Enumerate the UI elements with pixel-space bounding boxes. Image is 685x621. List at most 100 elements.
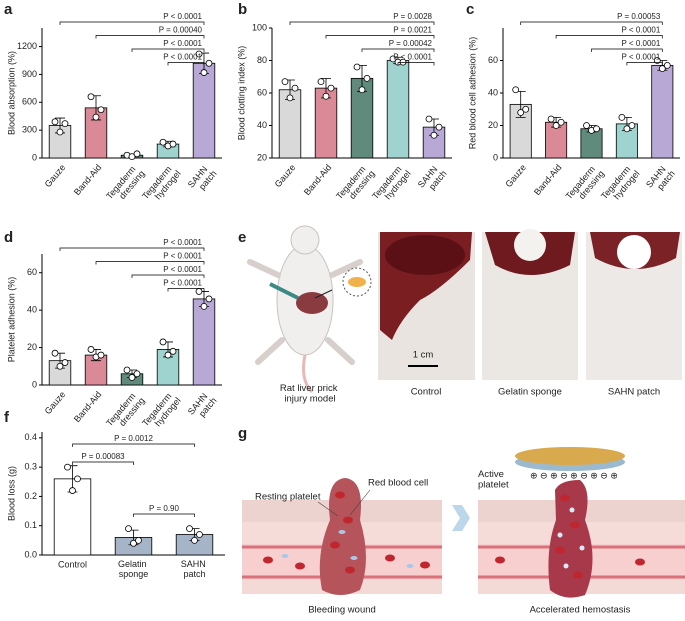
p-value: P = 0.00083 (81, 452, 125, 461)
data-point (74, 475, 81, 483)
y-tick-label: 40 (488, 87, 498, 97)
schematic-label: Active platelet (478, 469, 509, 490)
p-value: P < 0.0001 (163, 238, 202, 247)
data-point (205, 295, 213, 303)
significance-bracket (167, 288, 205, 292)
data-point (125, 525, 132, 533)
y-tick-label: 80 (257, 55, 267, 65)
p-value: P < 0.0001 (622, 53, 661, 62)
p-value: P < 0.0001 (622, 26, 661, 35)
panel-letter: a (4, 1, 13, 18)
data-point (97, 106, 105, 114)
caption: Gelatin sponge (498, 387, 562, 398)
panel-letter: d (4, 229, 13, 246)
data-point (51, 349, 59, 357)
p-value: P = 0.0028 (393, 12, 432, 21)
data-point (56, 128, 64, 136)
x-tick-label: SAHN patch (186, 389, 219, 423)
data-point (522, 105, 530, 113)
y-axis-label: Blood absorption (%) (6, 51, 16, 135)
bar (386, 60, 410, 159)
significance-bracket (72, 443, 195, 447)
y-tick-label: 0.1 (24, 520, 37, 530)
data-point (593, 125, 600, 133)
data-point (123, 366, 131, 374)
significance-bracket (167, 62, 205, 66)
y-tick-label: 100 (252, 22, 267, 32)
data-point (281, 78, 289, 86)
significance-bracket (520, 21, 663, 25)
data-point (159, 338, 167, 346)
data-point (353, 63, 361, 71)
p-value: P < 0.0001 (163, 252, 202, 261)
schematic-label: Red blood cell (368, 478, 428, 489)
data-point (69, 487, 76, 494)
data-point (363, 74, 371, 82)
x-tick-label: Band-Aid (302, 162, 333, 197)
x-tick-label: SAHN patch (181, 559, 209, 579)
y-axis-label: Blood loss (g) (6, 466, 16, 521)
data-point (547, 115, 555, 123)
data-point (286, 94, 294, 102)
data-point (291, 84, 299, 92)
y-tick-label: 1200 (17, 41, 37, 51)
y-tick-label: 20 (27, 342, 37, 352)
p-value: P = 0.00040 (159, 26, 203, 35)
significance-bracket (59, 21, 205, 25)
data-point (159, 138, 167, 146)
significance-bracket (555, 35, 663, 39)
data-point (130, 539, 137, 547)
data-point (64, 463, 71, 471)
bar (651, 64, 674, 159)
x-tick-label: Tegaderm hydrogel (140, 162, 183, 207)
p-value: P < 0.0001 (622, 39, 661, 48)
x-tick-label: SAHN patch (186, 162, 219, 196)
x-tick-label: Gauze (43, 162, 68, 189)
significance-bracket (72, 461, 134, 465)
p-value: P < 0.0001 (163, 53, 202, 62)
p-value: P < 0.0001 (163, 12, 202, 21)
data-point (128, 153, 136, 161)
x-tick-label: Tegaderm hydrogel (599, 162, 642, 207)
p-value: P < 0.0001 (163, 279, 202, 288)
rat-illustration (247, 225, 372, 394)
data-point (430, 131, 438, 139)
x-tick-label: Tegaderm hydrogel (370, 162, 413, 207)
y-tick-label: 900 (22, 69, 37, 79)
p-value: P = 0.00053 (617, 12, 661, 21)
x-tick-label: Band-Aid (72, 389, 103, 424)
data-point (618, 113, 626, 121)
data-point (87, 93, 95, 101)
caption: Rat liver prick injury model (280, 383, 340, 404)
data-point (135, 536, 142, 544)
bar (192, 62, 216, 159)
panel-letter: g (238, 425, 247, 442)
y-tick-label: 60 (257, 87, 267, 97)
data-point (327, 84, 335, 92)
x-tick-label: SAHN patch (644, 162, 677, 196)
data-point (517, 109, 525, 116)
data-point (97, 351, 105, 359)
significance-bracket (133, 513, 195, 517)
data-point (92, 113, 100, 121)
panel-letter: e (238, 229, 246, 246)
x-tick-label: Band-Aid (532, 162, 563, 197)
significance-bracket (289, 21, 435, 25)
significance-bracket (626, 62, 663, 66)
significance-bracket (131, 48, 205, 52)
p-value: P = 0.90 (149, 504, 179, 513)
x-tick-label: Gauze (503, 162, 528, 189)
data-point (399, 58, 407, 66)
y-tick-label: 0.4 (24, 432, 37, 442)
scale-bar-label: 1 cm (413, 350, 434, 361)
significance-bracket (95, 35, 205, 39)
y-tick-label: 40 (257, 120, 267, 130)
y-tick-label: 40 (27, 305, 37, 315)
svg-text:⊕ ⊖ ⊕ ⊖ ⊕ ⊖ ⊕ ⊖ ⊕: ⊕ ⊖ ⊕ ⊖ ⊕ ⊖ ⊕ ⊖ ⊕ (530, 470, 618, 480)
schematic-label: Resting platelet (255, 492, 321, 503)
photo-panel: Rat liver prick injury model Control Gel… (247, 225, 682, 404)
y-tick-label: 60 (27, 267, 37, 277)
data-point (56, 362, 64, 370)
significance-bracket (131, 274, 205, 278)
